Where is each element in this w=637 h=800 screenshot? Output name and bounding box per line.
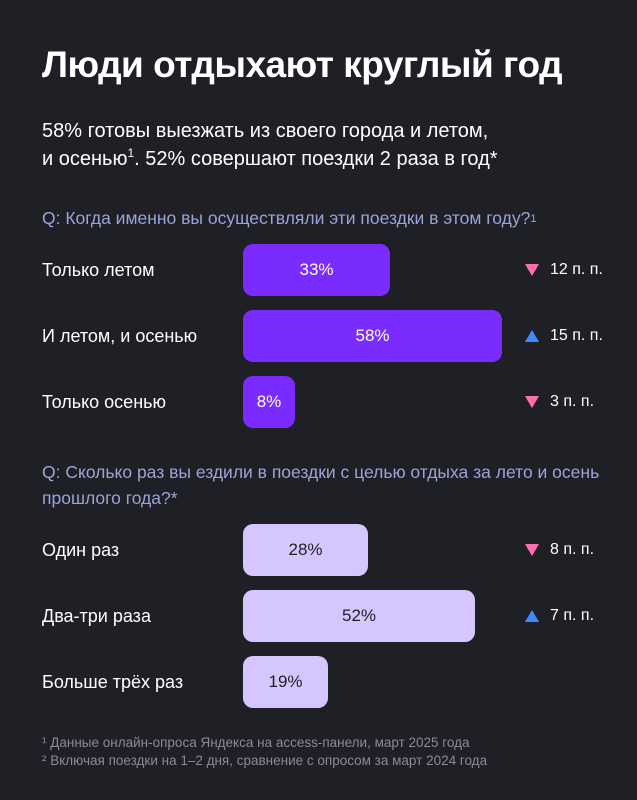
category-label: Один раз: [42, 540, 120, 560]
change-indicator: 8 п. п.: [524, 540, 594, 560]
footnote-1: ¹ Данные онлайн-опроса Яндекса на access…: [42, 735, 470, 750]
subtitle-line-2: и осенью1. 52% совершают поездки 2 раза …: [42, 145, 622, 173]
bar-value-label: 28%: [288, 540, 323, 559]
bar-value-label: 33%: [299, 260, 334, 279]
page-title: Люди отдыхают круглый год: [42, 44, 563, 85]
category-label: Больше трёх раз: [42, 672, 184, 692]
triangle-down-icon: [524, 543, 540, 557]
footnotes: ¹ Данные онлайн-опроса Яндекса на access…: [42, 734, 622, 770]
question-2: Q: Сколько раз вы ездили в поездки с цел…: [42, 462, 600, 508]
triangle-down-icon: [524, 263, 540, 277]
bar: 52%: [243, 590, 475, 642]
triangle-down-icon: [524, 395, 540, 409]
category-label: Только осенью: [42, 392, 167, 412]
bar: 33%: [243, 244, 390, 296]
triangle-up-icon: [524, 329, 540, 343]
bar: 8%: [243, 376, 295, 428]
bar-value-label: 19%: [268, 672, 303, 691]
subtitle-line-1: 58% готовы выезжать из своего города и л…: [42, 120, 489, 142]
subtitle-line-2-post: . 52% совершают поездки 2 раза в год*: [134, 148, 498, 170]
subtitle-line-2-pre: и осенью: [42, 148, 128, 170]
change-value: 3 п. п.: [550, 393, 595, 410]
change-value: 15 п. п.: [550, 327, 603, 344]
bar-value-label: 52%: [341, 606, 377, 625]
change-value: 8 п. п.: [550, 541, 595, 558]
change-indicator: 12 п. п.: [524, 260, 603, 280]
subtitle-footnote-mark: 1: [127, 146, 135, 160]
change-indicator: 3 п. п.: [524, 392, 594, 412]
question-1-footnote-mark: 1: [530, 213, 537, 225]
change-indicator: 7 п. п.: [524, 606, 594, 626]
change-value: 12 п. п.: [550, 261, 603, 278]
change-indicator: 15 п. п.: [524, 326, 603, 346]
bar-value-label: 58%: [355, 326, 390, 345]
subtitle: 58% готовы выезжать из своего города и л…: [42, 117, 622, 173]
bar: 28%: [243, 524, 368, 576]
question-1-text: Q: Когда именно вы осуществляли эти поез…: [42, 208, 531, 228]
triangle-up-icon: [524, 609, 540, 623]
category-label: Два-три раза: [42, 606, 151, 626]
footnote-2: ² Включая поездки на 1–2 дня, сравнение …: [42, 753, 488, 768]
question-1: Q: Когда именно вы осуществляли эти поез…: [42, 205, 622, 231]
change-value: 7 п. п.: [550, 607, 595, 624]
bar: 58%: [243, 310, 502, 362]
bar-value-label: 8%: [256, 392, 282, 411]
category-label: Только летом: [42, 260, 155, 280]
category-label: И летом, и осенью: [42, 326, 198, 346]
bar: 19%: [243, 656, 328, 708]
